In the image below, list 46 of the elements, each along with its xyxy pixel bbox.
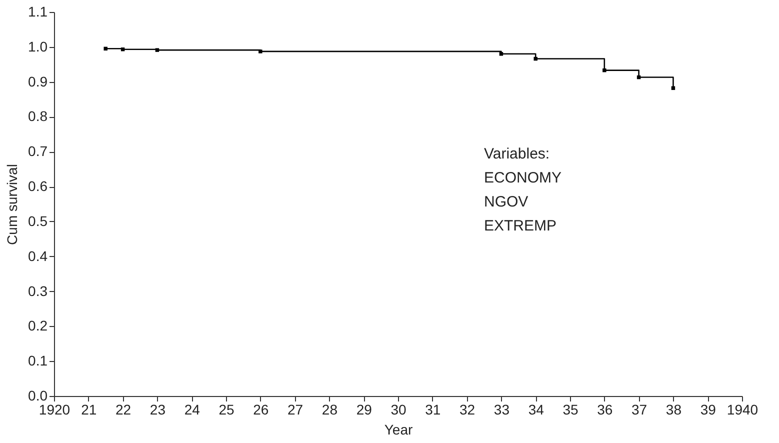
x-tick-label: 27 <box>288 402 304 418</box>
point <box>499 52 504 56</box>
point <box>104 46 108 51</box>
point <box>258 50 262 54</box>
y-tick-label: 0.0 <box>28 388 48 404</box>
annotation: ECONOMY <box>484 169 562 186</box>
y-tick-label: 0.1 <box>28 352 48 369</box>
x-tick-label: 36 <box>597 402 613 418</box>
x-tick-label: 30 <box>390 402 406 418</box>
x-tick-label: 1920 <box>38 402 70 418</box>
y-tick-label: 1.1 <box>28 4 48 20</box>
x-tick-label: 33 <box>494 402 510 418</box>
annotation: EXTREMP <box>484 217 557 234</box>
x-tick-label: 29 <box>356 402 372 418</box>
point <box>671 86 676 90</box>
y-tick-label: 0.5 <box>28 212 48 229</box>
annotation: Variables: <box>484 145 550 162</box>
x-axis-title: Year <box>384 422 413 438</box>
x-tick-label: 35 <box>562 402 578 418</box>
x-tick-label: 26 <box>253 402 269 418</box>
y-tick-label: 0.7 <box>28 143 48 160</box>
point <box>534 56 538 61</box>
annotation: NGOV <box>484 193 528 210</box>
y-tick-label: 0.9 <box>28 73 48 90</box>
x-tick-label: 25 <box>218 402 234 418</box>
x-tick-label: 39 <box>700 402 716 418</box>
y-tick-label: 0.8 <box>28 108 48 124</box>
y-tick-label: 0.3 <box>28 282 48 299</box>
x-tick-label: 28 <box>322 402 338 418</box>
y-tick-label: 0.2 <box>28 318 48 334</box>
x-tick-label: 22 <box>116 402 132 418</box>
y-axis-title: Cum survival <box>4 164 20 245</box>
x-tick-label: 24 <box>184 402 200 418</box>
point <box>155 48 160 52</box>
x-tick-label: 37 <box>632 402 648 418</box>
x-tick-label: 1940 <box>726 402 758 418</box>
y-tick-label: 0.6 <box>28 178 48 194</box>
x-tick-label: 31 <box>425 402 441 418</box>
y-tick-label: 1.0 <box>28 38 48 54</box>
x-tick-label: 38 <box>666 402 682 418</box>
x-tick-label: 23 <box>150 402 166 418</box>
point <box>602 68 606 72</box>
x-tick-label: 21 <box>81 402 97 418</box>
x-tick-label: 34 <box>528 402 544 418</box>
x-tick-label: 32 <box>460 402 476 418</box>
y-tick-label: 0.4 <box>28 248 48 264</box>
